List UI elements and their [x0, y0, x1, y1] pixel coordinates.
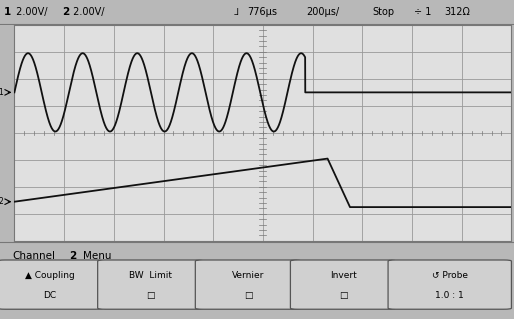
Text: 312Ω: 312Ω: [445, 7, 470, 17]
Text: 1: 1: [0, 88, 3, 97]
Text: 776µs: 776µs: [247, 7, 277, 17]
Text: □: □: [339, 291, 347, 300]
Text: Γ: Γ: [234, 4, 238, 13]
Text: 200µs/: 200µs/: [306, 7, 339, 17]
Text: □: □: [244, 291, 252, 300]
Text: 2: 2: [69, 251, 77, 262]
Text: 2.00V/: 2.00V/: [13, 7, 47, 17]
Text: DC: DC: [44, 291, 57, 300]
Text: Invert: Invert: [329, 271, 357, 280]
Text: ▲ Coupling: ▲ Coupling: [25, 271, 75, 280]
FancyBboxPatch shape: [98, 260, 203, 309]
FancyBboxPatch shape: [195, 260, 301, 309]
Text: Stop: Stop: [373, 7, 395, 17]
Text: BW  Limit: BW Limit: [129, 271, 172, 280]
Text: 1.0 : 1: 1.0 : 1: [435, 291, 464, 300]
Text: Channel: Channel: [13, 251, 56, 262]
Text: ÷ 1: ÷ 1: [414, 7, 431, 17]
Text: 2: 2: [62, 7, 69, 17]
FancyBboxPatch shape: [0, 260, 103, 309]
Text: Vernier: Vernier: [232, 271, 264, 280]
Text: 1: 1: [4, 7, 11, 17]
FancyBboxPatch shape: [388, 260, 511, 309]
Text: 2.00V/: 2.00V/: [70, 7, 105, 17]
FancyBboxPatch shape: [290, 260, 396, 309]
Text: 2: 2: [0, 197, 3, 206]
Text: ↺ Probe: ↺ Probe: [432, 271, 468, 280]
Text: Menu: Menu: [83, 251, 112, 262]
Text: □: □: [146, 291, 155, 300]
